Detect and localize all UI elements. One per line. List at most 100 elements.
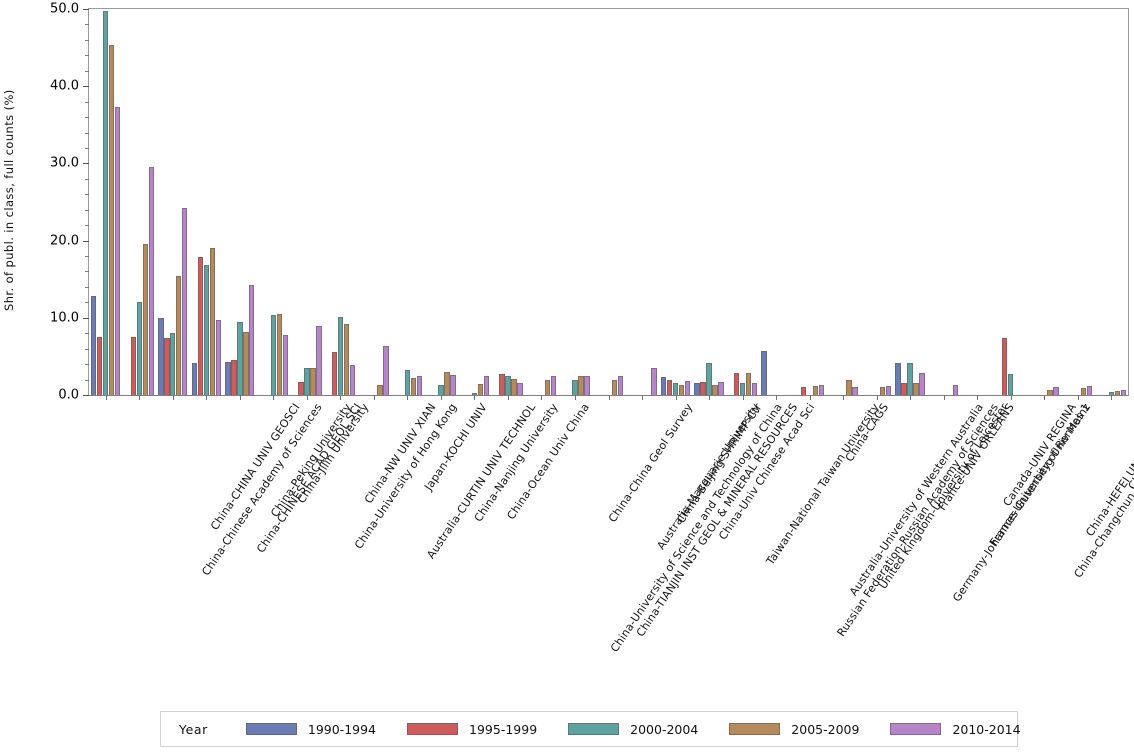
bar bbox=[203, 264, 209, 395]
bar bbox=[1086, 385, 1093, 395]
bar bbox=[215, 320, 221, 395]
bar bbox=[410, 378, 417, 395]
bar bbox=[91, 296, 97, 395]
bar bbox=[243, 331, 249, 395]
bar bbox=[142, 243, 148, 395]
x-axis-tick-label: China-TIANJIN INST GEOL & MINERAL RESOUR… bbox=[633, 401, 801, 640]
legend-label: 1995-1999 bbox=[469, 721, 538, 737]
y-axis-minor-tick bbox=[85, 55, 89, 57]
legend: Year 1990-1994 1995-1999 2000-2004 2005-200… bbox=[160, 711, 1021, 747]
bar-group bbox=[424, 9, 458, 395]
x-axis-tick bbox=[172, 395, 174, 400]
legend-entry[interactable]: 1990-1994 bbox=[245, 721, 377, 737]
legend-entry[interactable]: 1995-1999 bbox=[407, 722, 537, 737]
bar bbox=[182, 208, 188, 395]
bar bbox=[331, 351, 338, 395]
bar-group bbox=[927, 9, 961, 395]
bar-group bbox=[1094, 9, 1128, 395]
y-axis-tick bbox=[83, 163, 89, 165]
x-axis-tick bbox=[373, 395, 375, 400]
x-axis-tick bbox=[910, 395, 912, 400]
bar bbox=[852, 387, 858, 395]
bar bbox=[383, 345, 389, 395]
bar bbox=[895, 362, 901, 395]
bar bbox=[158, 317, 164, 395]
bar bbox=[694, 383, 700, 395]
bar-group bbox=[625, 9, 659, 395]
bar bbox=[164, 337, 170, 395]
bar bbox=[209, 248, 215, 395]
y-axis-tick-label: 40.0 bbox=[50, 78, 79, 94]
y-axis-minor-tick bbox=[85, 286, 89, 288]
legend-entry[interactable]: 2000-2004 bbox=[568, 722, 698, 737]
legend-label: 2000-2004 bbox=[630, 721, 699, 737]
bar bbox=[282, 334, 288, 395]
x-axis-tick bbox=[1010, 395, 1012, 400]
x-axis-tick bbox=[340, 395, 342, 400]
bar bbox=[611, 379, 618, 395]
x-axis-tick bbox=[675, 395, 677, 400]
x-axis-labels: China-Chinese Academy of Sciences China-C… bbox=[0, 399, 1134, 699]
bar bbox=[109, 45, 115, 395]
legend-label: 1990-1994 bbox=[307, 721, 377, 737]
plot-area: 0.0 10.0 20.0 30.0 40.0 50.0 bbox=[50, 2, 1129, 403]
bar-group bbox=[89, 9, 123, 395]
bar-group bbox=[793, 9, 827, 395]
y-axis-tick-label: 30.0 bbox=[50, 155, 79, 171]
bar bbox=[913, 382, 919, 395]
bar bbox=[249, 285, 255, 395]
bar bbox=[404, 369, 411, 395]
x-axis-tick bbox=[776, 395, 778, 400]
bar-group bbox=[123, 9, 157, 395]
legend-entry[interactable]: 2005-2009 bbox=[729, 722, 859, 737]
x-axis-tick bbox=[1044, 395, 1046, 400]
bar-group bbox=[558, 9, 592, 395]
y-axis-minor-tick bbox=[85, 147, 89, 149]
bar bbox=[197, 256, 204, 395]
bar bbox=[176, 276, 182, 395]
y-axis-tick bbox=[83, 395, 89, 396]
y-axis-minor-tick bbox=[85, 39, 89, 41]
bar-group bbox=[525, 9, 559, 395]
y-axis-minor-tick bbox=[85, 132, 89, 134]
legend-swatch bbox=[407, 723, 459, 735]
bar bbox=[718, 381, 724, 395]
bar bbox=[706, 362, 712, 395]
bar bbox=[544, 379, 551, 395]
bar-group bbox=[290, 9, 324, 395]
y-axis-minor-tick bbox=[85, 117, 89, 119]
bar-group bbox=[223, 9, 257, 395]
x-axis-tick bbox=[1077, 395, 1079, 400]
bar-group bbox=[458, 9, 492, 395]
x-axis-tick bbox=[105, 395, 107, 400]
y-axis-minor-tick bbox=[85, 379, 89, 381]
x-axis-tick bbox=[474, 395, 476, 400]
bar bbox=[1114, 391, 1120, 395]
legend-entries: 1990-1994 1995-1999 2000-2004 2005-2009 2010… bbox=[245, 721, 1052, 737]
bar-group bbox=[659, 9, 693, 395]
y-axis-minor-tick bbox=[85, 194, 89, 196]
bar-group bbox=[692, 9, 726, 395]
bar bbox=[103, 11, 109, 395]
x-axis-tick bbox=[541, 395, 543, 400]
bar bbox=[584, 375, 590, 395]
bar bbox=[800, 387, 807, 395]
x-axis-tick bbox=[742, 395, 744, 400]
bar bbox=[298, 381, 304, 395]
x-axis-tick bbox=[642, 395, 644, 400]
bar bbox=[761, 351, 767, 395]
bar bbox=[136, 301, 142, 395]
bar bbox=[733, 373, 740, 395]
bar bbox=[885, 385, 892, 395]
bar-group bbox=[156, 9, 190, 395]
y-axis-label: Shr. of publ. in class, full counts (%) bbox=[2, 89, 16, 311]
y-axis-tick bbox=[83, 86, 89, 88]
bar bbox=[276, 313, 283, 395]
legend-entry[interactable]: 2010-2014 bbox=[890, 722, 1021, 737]
bar bbox=[450, 374, 456, 395]
y-axis-minor-tick bbox=[85, 348, 89, 350]
bar-group bbox=[324, 9, 358, 395]
y-axis-minor-tick bbox=[85, 364, 89, 366]
bar-group bbox=[893, 9, 927, 395]
bar bbox=[1120, 390, 1126, 395]
